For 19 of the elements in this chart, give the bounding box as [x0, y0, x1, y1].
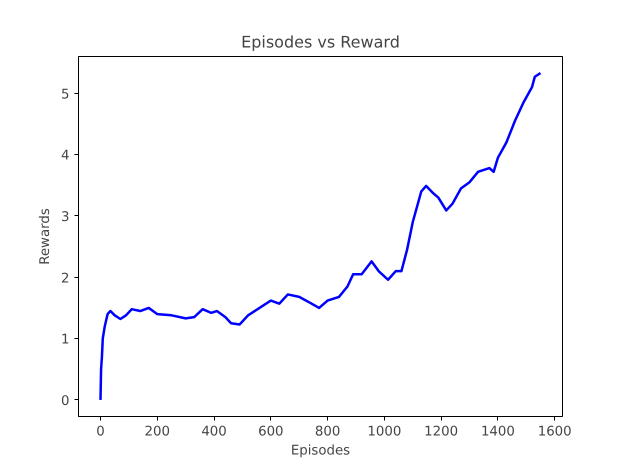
y-tick-label: 4 — [61, 148, 70, 164]
x-tick-label: 0 — [96, 424, 105, 440]
x-tick-label: 600 — [258, 424, 284, 440]
x-tick-label: 1000 — [367, 424, 402, 440]
x-tick-label: 1600 — [538, 424, 572, 440]
chart-title: Episodes vs Reward — [241, 32, 400, 52]
line-series — [99, 72, 542, 402]
y-axis-title: Rewards — [38, 208, 54, 265]
x-tick-label: 800 — [314, 424, 340, 440]
x-axis-title: Episodes — [290, 444, 350, 458]
x-tick-label: 200 — [144, 424, 170, 440]
y-tick-label: 3 — [61, 210, 70, 225]
y-tick-label: 1 — [61, 332, 70, 348]
y-tick-label: 2 — [61, 271, 70, 286]
y-tick-label: 5 — [61, 87, 70, 102]
y-tick-label: 0 — [61, 394, 70, 409]
x-tick-label: 400 — [201, 424, 227, 440]
x-tick-label: 1200 — [424, 424, 458, 440]
x-tick-label: 1400 — [480, 424, 515, 440]
